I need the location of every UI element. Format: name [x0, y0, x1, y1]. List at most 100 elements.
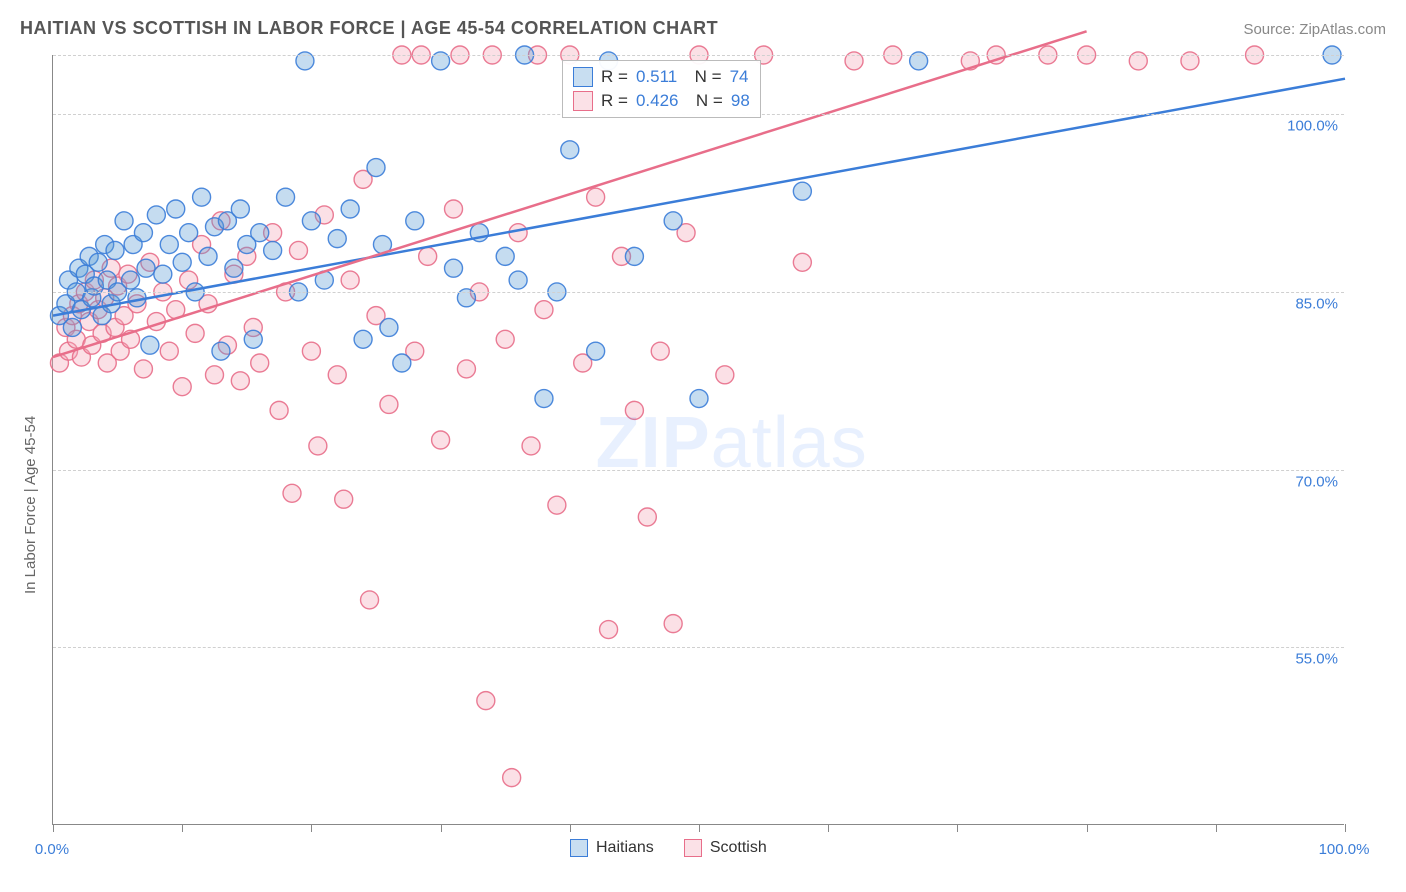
y-tick-label: 55.0%	[1295, 651, 1338, 668]
scatter-point	[625, 247, 643, 265]
legend-r-value: 0.511	[636, 67, 677, 87]
legend-series-name: Haitians	[596, 839, 654, 856]
gridline	[53, 292, 1344, 293]
scatter-point	[587, 342, 605, 360]
legend-swatch	[684, 839, 702, 857]
legend-row: R = 0.511 N = 74	[573, 65, 750, 89]
scatter-point	[147, 206, 165, 224]
scatter-point	[63, 318, 81, 336]
scatter-point	[225, 259, 243, 277]
legend-row: R =0.426 N =98	[573, 89, 750, 113]
scatter-point	[587, 188, 605, 206]
scatter-point	[393, 354, 411, 372]
scatter-point	[244, 330, 262, 348]
legend-n-label: N =	[685, 67, 721, 87]
scatter-point	[496, 247, 514, 265]
scatter-point	[309, 437, 327, 455]
scatter-point	[664, 212, 682, 230]
scatter-point	[432, 431, 450, 449]
scatter-point	[419, 247, 437, 265]
scatter-point	[134, 360, 152, 378]
x-tick	[828, 824, 829, 832]
legend-series-name: Scottish	[710, 839, 767, 856]
x-tick	[570, 824, 571, 832]
legend-swatch	[573, 91, 593, 111]
y-tick-label: 85.0%	[1295, 295, 1338, 312]
chart-title: HAITIAN VS SCOTTISH IN LABOR FORCE | AGE…	[20, 18, 718, 39]
scatter-point	[137, 259, 155, 277]
scatter-point	[535, 301, 553, 319]
y-axis-label: In Labor Force | Age 45-54	[22, 416, 39, 594]
scatter-point	[289, 241, 307, 259]
chart-source: Source: ZipAtlas.com	[1243, 21, 1386, 38]
scatter-point	[793, 182, 811, 200]
scatter-point	[283, 484, 301, 502]
legend-n-value: 74	[730, 67, 749, 87]
legend-n-label: N =	[686, 91, 722, 111]
scatter-point	[406, 212, 424, 230]
scatter-point	[380, 395, 398, 413]
plot-area: ZIPatlas 55.0%70.0%85.0%100.0%	[52, 55, 1344, 825]
scatter-point	[251, 224, 269, 242]
scatter-point	[457, 360, 475, 378]
scatter-point	[341, 271, 359, 289]
scatter-point	[193, 188, 211, 206]
scatter-point	[264, 241, 282, 259]
scatter-point	[106, 241, 124, 259]
scatter-point	[380, 318, 398, 336]
legend-swatch	[573, 67, 593, 87]
scatter-point	[445, 200, 463, 218]
scatter-point	[341, 200, 359, 218]
scatter-point	[328, 366, 346, 384]
scatter-point	[199, 247, 217, 265]
scatter-point	[160, 342, 178, 360]
y-tick-label: 70.0%	[1295, 473, 1338, 490]
scatter-point	[793, 253, 811, 271]
gridline	[53, 470, 1344, 471]
scatter-point	[335, 490, 353, 508]
scatter-point	[561, 141, 579, 159]
x-tick	[957, 824, 958, 832]
correlation-legend-box: R = 0.511 N = 74R = 0.426 N = 98	[562, 60, 761, 118]
x-tick-label: 0.0%	[35, 841, 69, 858]
x-tick	[1087, 824, 1088, 832]
scatter-point	[122, 271, 140, 289]
scatter-point	[302, 342, 320, 360]
scatter-point	[134, 224, 152, 242]
scatter-point	[328, 230, 346, 248]
legend-item: Scottish	[684, 839, 767, 857]
scatter-point	[509, 271, 527, 289]
scatter-point	[173, 378, 191, 396]
legend-n-value: 98	[731, 91, 750, 111]
scatter-point	[600, 621, 618, 639]
scatter-point	[231, 200, 249, 218]
scatter-point	[141, 336, 159, 354]
x-tick	[699, 824, 700, 832]
x-tick	[182, 824, 183, 832]
scatter-point	[167, 200, 185, 218]
legend-r-value: 0.426	[636, 91, 679, 111]
scatter-point	[477, 692, 495, 710]
scatter-point	[361, 591, 379, 609]
scatter-point	[173, 253, 191, 271]
scatter-point	[651, 342, 669, 360]
legend-item: Haitians	[570, 839, 654, 857]
scatter-point	[716, 366, 734, 384]
scatter-point	[548, 496, 566, 514]
gridline	[53, 647, 1344, 648]
scatter-point	[354, 330, 372, 348]
scatter-point	[503, 769, 521, 787]
x-tick	[1216, 824, 1217, 832]
scatter-point	[535, 390, 553, 408]
scatter-point	[445, 259, 463, 277]
scatter-point	[206, 366, 224, 384]
scatter-point	[212, 342, 230, 360]
x-tick	[311, 824, 312, 832]
scatter-point	[625, 401, 643, 419]
scatter-point	[367, 159, 385, 177]
scatter-point	[522, 437, 540, 455]
legend-r-label: R =	[601, 67, 628, 87]
legend-swatch	[570, 839, 588, 857]
scatter-point	[664, 615, 682, 633]
scatter-point	[115, 212, 133, 230]
